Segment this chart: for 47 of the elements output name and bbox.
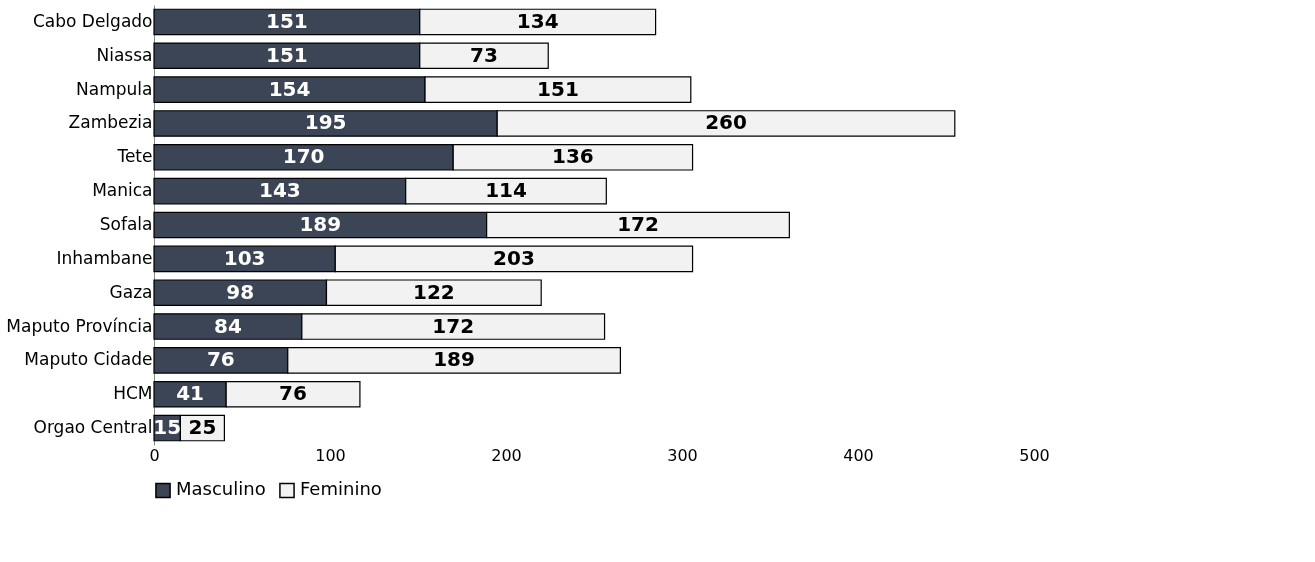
data-label: 114	[485, 178, 527, 203]
x-tick-label: 200	[491, 445, 522, 465]
data-label: 170	[282, 144, 325, 169]
data-label: 84	[214, 313, 242, 338]
data-label: 15	[153, 415, 182, 440]
data-label: 260	[705, 110, 747, 135]
data-label: 25	[188, 415, 217, 440]
data-label: 151	[537, 76, 579, 101]
data-label: 122	[412, 279, 455, 304]
x-tick-label: 0	[149, 445, 160, 465]
y-tick-label: Niassa	[96, 44, 153, 65]
y-tick-label: Tete	[116, 146, 153, 167]
data-label: 172	[617, 212, 659, 236]
data-label: 73	[470, 42, 498, 67]
y-tick-label: Inhambane	[56, 247, 153, 268]
data-label: 151	[266, 42, 308, 67]
data-label: 195	[304, 110, 347, 135]
data-label: 172	[432, 313, 475, 338]
y-tick-label: Orgao Central	[33, 417, 153, 438]
y-tick-label: Gaza	[109, 281, 153, 302]
data-label: 41	[176, 381, 204, 406]
data-label: 189	[433, 347, 475, 372]
data-label: 154	[268, 76, 311, 101]
x-tick-label: 400	[843, 445, 874, 465]
x-tick-label: 300	[667, 445, 698, 465]
x-tick-label: 500	[1019, 445, 1050, 465]
data-label: 136	[552, 144, 594, 169]
y-tick-label: Zambezia	[68, 112, 153, 133]
data-label: 103	[223, 245, 266, 270]
data-label: 203	[493, 245, 535, 270]
data-label: 98	[226, 279, 255, 304]
legend-label: Masculino	[176, 478, 266, 500]
y-tick-label: Maputo Cidade	[24, 349, 153, 370]
y-tick-label: Cabo Delgado	[32, 10, 153, 31]
y-tick-label: Manica	[92, 180, 153, 201]
data-label: 151	[266, 8, 308, 33]
y-tick-label: Nampula	[76, 78, 153, 99]
y-tick-label: Maputo Província	[6, 315, 153, 336]
x-tick-label: 100	[315, 445, 346, 465]
legend-label: Feminino	[300, 478, 382, 500]
y-tick-label: Sofala	[99, 214, 153, 234]
data-label: 76	[279, 381, 307, 406]
data-label: 134	[516, 8, 559, 33]
y-tick-label: HCM	[113, 383, 153, 404]
data-label: 76	[206, 347, 235, 372]
data-label: 143	[258, 178, 301, 203]
data-label: 189	[299, 212, 342, 236]
